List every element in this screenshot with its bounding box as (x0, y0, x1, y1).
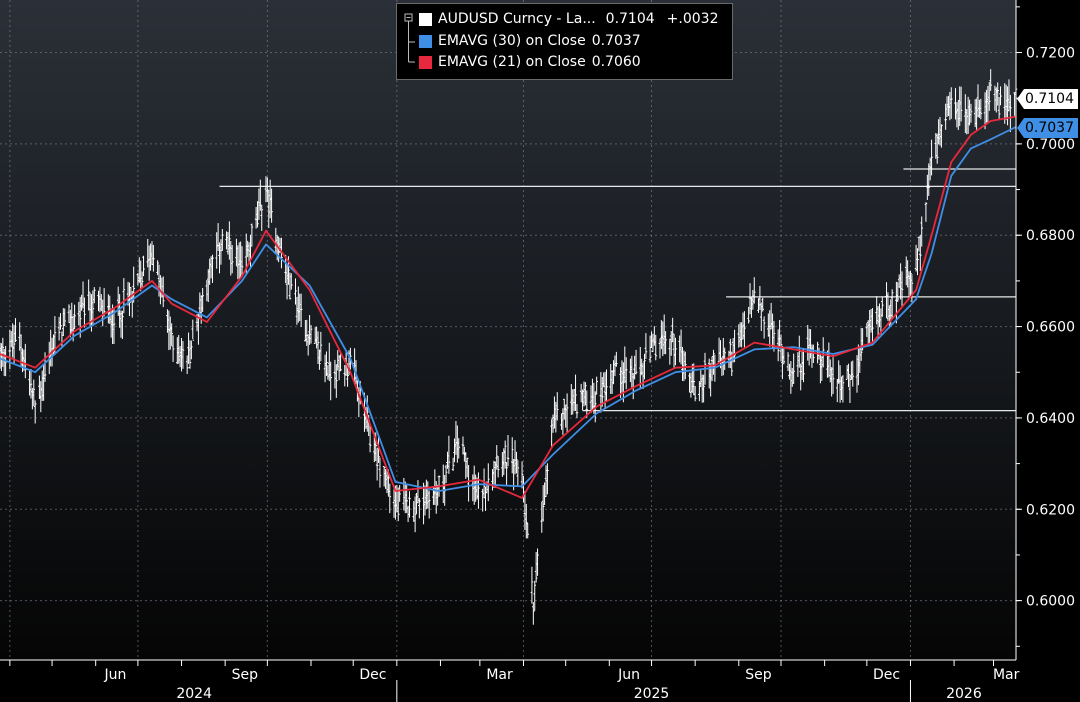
legend-tree-icon (404, 13, 415, 63)
x-tick-label: Jun (617, 667, 640, 683)
y-tick-label: 0.6400 (1026, 411, 1075, 427)
horizontal-lines (219, 168, 1016, 412)
x-tick-label: Dec (873, 667, 900, 683)
x-tick-label: Sep (232, 667, 259, 683)
xaxis-background (0, 660, 1016, 702)
axis-background (1016, 0, 1080, 702)
x-tick-label: Sep (745, 667, 772, 683)
year-label: 2025 (634, 686, 670, 702)
x-tick-label: Dec (359, 667, 386, 683)
y-tick-label: 0.7000 (1026, 137, 1075, 153)
y-tick-label: 0.6800 (1026, 228, 1075, 244)
y-tick-label: 0.7200 (1026, 46, 1075, 62)
legend-item-ema21[interactable]: EMAVG (21) on Close 0.7060 (419, 53, 647, 71)
legend-value-ema30: 0.7037 (591, 33, 641, 49)
year-label: 2026 (946, 686, 982, 702)
axes (0, 0, 1017, 661)
series-lines (0, 115, 1017, 499)
y-tick-label: 0.6200 (1026, 502, 1075, 518)
y-tick-label: 0.6600 (1026, 320, 1075, 336)
legend-value-price: 0.7104 (605, 11, 655, 27)
legend-label-ema21: EMAVG (21) on Close (438, 54, 586, 70)
ema30-tag: 0.7037 (1017, 118, 1078, 138)
legend[interactable]: AUDUSD Curncy - La... 0.7104 +.0032 EMAV… (396, 3, 733, 80)
legend-label-price: AUDUSD Curncy - La... (438, 11, 596, 27)
x-tick-label: Mar (993, 667, 1020, 683)
legend-swatch-ema21 (419, 55, 432, 69)
x-tick-label: Jun (103, 667, 126, 683)
x-tick-label: Mar (486, 667, 513, 683)
legend-swatch-price (419, 12, 432, 26)
legend-swatch-ema30 (419, 34, 432, 48)
ema21-line (0, 115, 1017, 499)
y-tick-label: 0.6000 (1026, 594, 1075, 610)
gridlines (0, 0, 1016, 660)
legend-item-price[interactable]: AUDUSD Curncy - La... 0.7104 +.0032 (419, 10, 724, 28)
price-bars (0, 69, 1018, 625)
legend-value-ema21: 0.7060 (591, 54, 641, 70)
last-price-tag: 0.7104 (1017, 89, 1078, 109)
legend-change-price: +.0032 (666, 11, 719, 27)
legend-item-ema30[interactable]: EMAVG (30) on Close 0.7037 (419, 32, 647, 50)
plot-background (0, 0, 1016, 660)
legend-label-ema30: EMAVG (30) on Close (438, 33, 586, 49)
y-tick-labels: 0.6000 0.6200 0.6400 0.6600 0.6800 0.7000 0.72… (1016, 6, 1075, 647)
x-tick-labels: Jun Sep Dec Mar Jun Sep Dec Mar 2024 2025 2026 (9, 660, 1020, 702)
year-label: 2024 (176, 686, 212, 702)
